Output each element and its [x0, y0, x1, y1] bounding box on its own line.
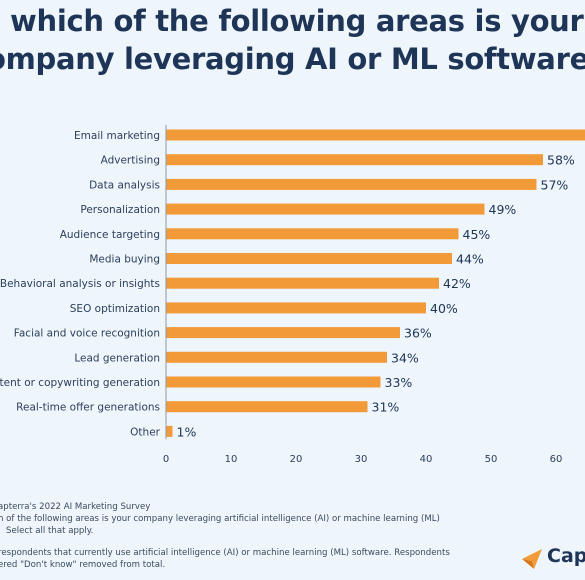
bar	[166, 203, 485, 215]
value-label: 58%	[547, 153, 575, 168]
category-label: Audience targeting	[60, 229, 160, 241]
x-tick-label: 60	[550, 454, 563, 465]
category-label: Lead generation	[74, 352, 160, 364]
value-label: 36%	[404, 326, 432, 341]
category-label: Other	[130, 426, 160, 438]
bar	[166, 129, 585, 141]
bar	[166, 401, 368, 413]
x-tick-label: 0	[163, 454, 169, 465]
value-label: 42%	[443, 276, 471, 291]
bar	[166, 327, 400, 339]
footnote-respondents: respondents that currently use artificia…	[0, 548, 450, 558]
category-label: Media buying	[89, 254, 160, 266]
category-label: ntent or copywriting generation	[0, 377, 160, 389]
bar	[166, 376, 381, 388]
x-tick-label: 30	[355, 454, 368, 465]
capterra-logo: Cap	[520, 545, 585, 573]
category-label: Facial and voice recognition	[14, 328, 160, 340]
bar-chart: Email marketing6Advertising58%Data analy…	[0, 125, 585, 465]
value-label: 34%	[391, 350, 419, 365]
category-label: Behavioral analysis or insights	[0, 278, 160, 290]
category-label: Personalization	[80, 204, 160, 216]
value-label: 44%	[456, 252, 484, 267]
bar	[166, 253, 452, 264]
footnote-instruction: Select all that apply.	[6, 526, 94, 536]
footnote-source: apterra's 2022 AI Marketing Survey	[0, 502, 151, 512]
x-tick-label: 10	[225, 454, 238, 465]
value-label: 49%	[489, 202, 517, 217]
capterra-logo-text: Cap	[547, 545, 585, 567]
bar	[166, 425, 173, 437]
x-tick-label: 40	[420, 454, 433, 465]
value-label: 57%	[541, 177, 569, 192]
bar	[166, 154, 543, 166]
value-label: 45%	[463, 227, 491, 242]
bar	[166, 302, 426, 314]
value-label: 33%	[385, 375, 413, 390]
value-label: 40%	[430, 301, 458, 316]
value-label: 1%	[177, 424, 197, 439]
bar	[166, 178, 537, 190]
x-tick-label: 50	[485, 454, 498, 465]
footnote-question: h of the following areas is your company…	[0, 514, 440, 524]
footnote-note: ered "Don't know" removed from total.	[0, 560, 166, 570]
chart-title-line-2: ompany leveraging AI or ML software?	[0, 42, 585, 76]
bar	[166, 277, 439, 289]
chart-title-line-1: which of the following areas is your	[10, 4, 584, 38]
category-label: Email marketing	[74, 130, 160, 142]
category-label: Advertising	[101, 155, 160, 167]
category-label: Real-time offer generations	[16, 402, 160, 414]
category-label: Data analysis	[89, 179, 160, 191]
bar	[166, 351, 387, 363]
x-tick-label: 20	[290, 454, 303, 465]
bar	[166, 228, 459, 240]
category-label: SEO optimization	[70, 303, 160, 315]
capterra-arrow-icon	[522, 549, 542, 569]
value-label: 31%	[372, 400, 400, 415]
